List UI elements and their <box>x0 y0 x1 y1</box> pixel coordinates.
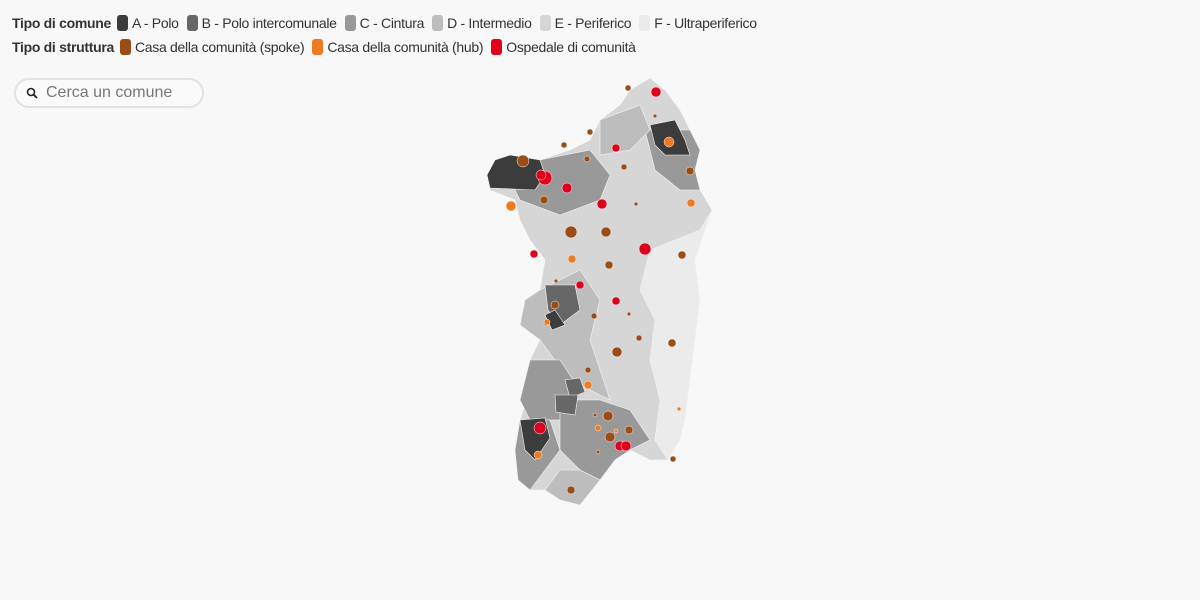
legend-label: Ospedale di comunità <box>506 39 636 55</box>
facility-dot[interactable] <box>592 412 598 418</box>
region <box>559 399 651 481</box>
facility-dot[interactable] <box>553 278 559 284</box>
facility-dot[interactable] <box>567 254 577 264</box>
region <box>554 394 579 416</box>
legend-label: A - Polo <box>132 15 179 31</box>
facility-dot[interactable] <box>663 136 675 148</box>
legend-swatch <box>117 15 128 31</box>
facility-dot[interactable] <box>533 421 547 435</box>
facility-dot[interactable] <box>685 166 695 176</box>
legend-label: D - Intermedio <box>447 15 532 31</box>
legend-swatch <box>539 15 551 31</box>
facility-dot[interactable] <box>620 163 628 171</box>
facility-dot[interactable] <box>564 225 578 239</box>
facility-dot[interactable] <box>583 380 593 390</box>
facility-dot[interactable] <box>613 428 619 434</box>
region <box>564 377 586 399</box>
legend: Tipo di comune A - Polo B - Polo intercom… <box>12 12 765 60</box>
legend-swatch <box>491 39 503 55</box>
facility-dot[interactable] <box>529 249 539 259</box>
legend-label: Casa della comunità (spoke) <box>134 39 305 55</box>
facility-dot[interactable] <box>516 154 530 168</box>
facility-dot[interactable] <box>596 198 608 210</box>
facility-dot[interactable] <box>586 128 594 136</box>
legend-row: Tipo di comune A - Polo B - Polo intercom… <box>12 12 765 34</box>
facility-dot[interactable] <box>667 338 677 348</box>
facilities <box>505 84 696 495</box>
legend-swatch <box>344 15 356 31</box>
facility-dot[interactable] <box>566 485 576 495</box>
legend-item: B - Polo intercomunale <box>186 15 337 31</box>
legend-item: F - Ultraperiferico <box>639 15 757 31</box>
legend-label: B - Polo intercomunale <box>201 15 337 31</box>
facility-dot[interactable] <box>505 200 517 212</box>
facility-dot[interactable] <box>638 242 652 256</box>
region <box>599 104 651 156</box>
legend-swatch <box>639 15 651 31</box>
search-placeholder: Cerca un comune <box>46 84 173 101</box>
legend-item: A - Polo <box>117 15 179 31</box>
facility-dot[interactable] <box>677 250 687 260</box>
facility-dot[interactable] <box>595 449 601 455</box>
legend-label: Casa della comunità (hub) <box>327 39 484 55</box>
facility-dot[interactable] <box>602 410 614 422</box>
legend-swatch <box>186 15 198 31</box>
region <box>639 209 713 461</box>
legend-label: E - Periferico <box>554 15 632 31</box>
facility-dot[interactable] <box>560 141 568 149</box>
region <box>544 309 566 331</box>
legend-item: Casa della comunità (hub) <box>312 39 484 55</box>
facility-dot[interactable] <box>561 182 573 194</box>
facility-dot[interactable] <box>600 226 612 238</box>
search-box[interactable]: Cerca un comune <box>14 78 204 108</box>
facility-dot[interactable] <box>575 280 585 290</box>
facility-dot[interactable] <box>539 195 549 205</box>
facility-dot[interactable] <box>676 406 682 412</box>
legend-label: C - Cintura <box>359 15 425 31</box>
facility-dot[interactable] <box>611 346 623 358</box>
legend-item: C - Cintura <box>344 15 425 31</box>
facility-dot[interactable] <box>635 334 643 342</box>
facility-dot[interactable] <box>633 201 639 207</box>
facility-dot[interactable] <box>650 86 662 98</box>
search-icon <box>26 87 38 99</box>
legend-swatch <box>119 39 131 55</box>
facility-dot[interactable] <box>535 169 547 181</box>
legend-title: Tipo di struttura <box>12 39 114 55</box>
facility-dot[interactable] <box>624 425 634 435</box>
facility-dot[interactable] <box>604 260 614 270</box>
facility-dot[interactable] <box>543 318 551 326</box>
facility-dot[interactable] <box>533 450 543 460</box>
legend-item: Ospedale di comunità <box>491 39 636 55</box>
legend-swatch <box>432 15 444 31</box>
facility-dot[interactable] <box>669 455 677 463</box>
legend-row: Tipo di struttura Casa della comunità (s… <box>12 36 765 58</box>
legend-label: F - Ultraperiferico <box>654 15 757 31</box>
facility-dot[interactable] <box>550 300 560 310</box>
legend-item: Casa della comunità (spoke) <box>119 39 305 55</box>
legend-swatch <box>312 39 324 55</box>
facility-dot[interactable] <box>686 198 696 208</box>
region <box>486 154 546 191</box>
legend-item: D - Intermedio <box>432 15 532 31</box>
facility-dot[interactable] <box>590 312 598 320</box>
facility-dot[interactable] <box>611 296 621 306</box>
facility-dot[interactable] <box>652 113 658 119</box>
regions <box>486 77 713 506</box>
facility-dot[interactable] <box>604 431 616 443</box>
legend-item: E - Periferico <box>539 15 632 31</box>
facility-dot[interactable] <box>611 143 621 153</box>
facility-dot[interactable] <box>584 366 592 374</box>
facility-dot[interactable] <box>583 155 591 163</box>
facility-dot[interactable] <box>626 311 632 317</box>
facility-dot[interactable] <box>594 424 602 432</box>
facility-dot[interactable] <box>624 84 632 92</box>
legend-title: Tipo di comune <box>12 15 111 31</box>
facility-dot[interactable] <box>620 440 632 452</box>
